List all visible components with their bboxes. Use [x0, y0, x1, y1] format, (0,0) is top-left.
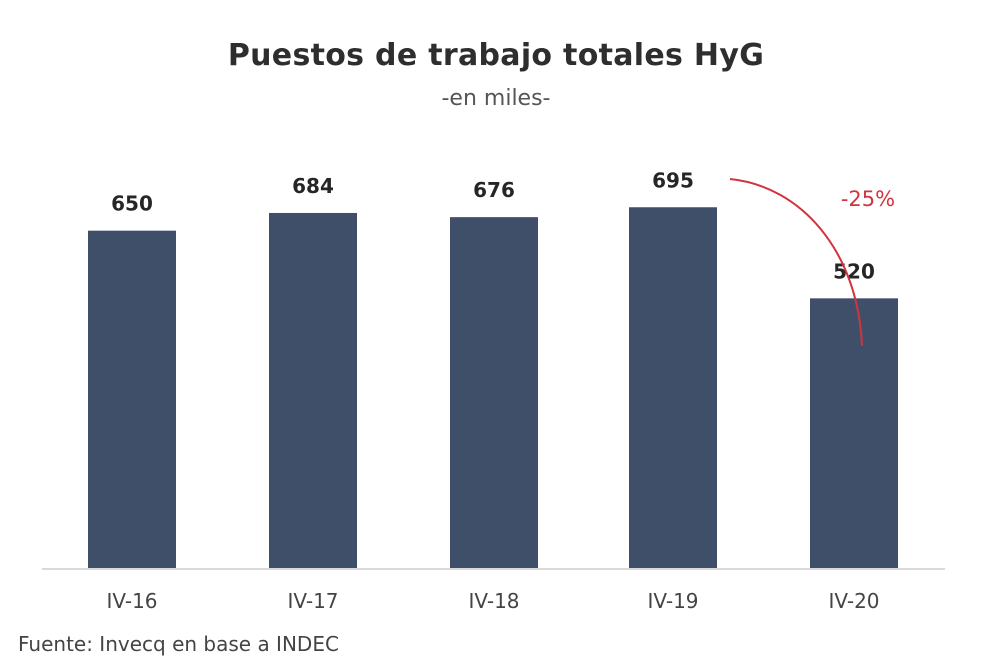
bar-IV-20	[810, 298, 898, 569]
source-note: Fuente: Invecq en base a INDEC	[18, 632, 339, 656]
data-label-IV-17: 684	[292, 174, 334, 198]
x-tick-IV-17: IV-17	[287, 589, 338, 613]
x-tick-IV-19: IV-19	[647, 589, 698, 613]
x-tick-IV-16: IV-16	[106, 589, 157, 613]
bar-IV-16	[88, 230, 176, 570]
data-label-IV-18: 676	[473, 178, 515, 202]
data-label-IV-16: 650	[111, 192, 153, 216]
chart-subtitle: -en miles-	[441, 86, 551, 111]
data-label-IV-20: 520	[833, 259, 875, 283]
bar-IV-17	[269, 212, 357, 569]
drop-annotation-label: -25%	[841, 187, 895, 211]
bar-IV-18	[450, 217, 538, 569]
chart-title: Puestos de trabajo totales HyG	[227, 38, 765, 73]
x-tick-IV-18: IV-18	[468, 589, 519, 613]
x-tick-IV-20: IV-20	[828, 589, 879, 613]
drop-annotation-arc	[729, 178, 863, 347]
bar-IV-19	[629, 207, 717, 569]
data-label-IV-19: 695	[652, 168, 694, 192]
